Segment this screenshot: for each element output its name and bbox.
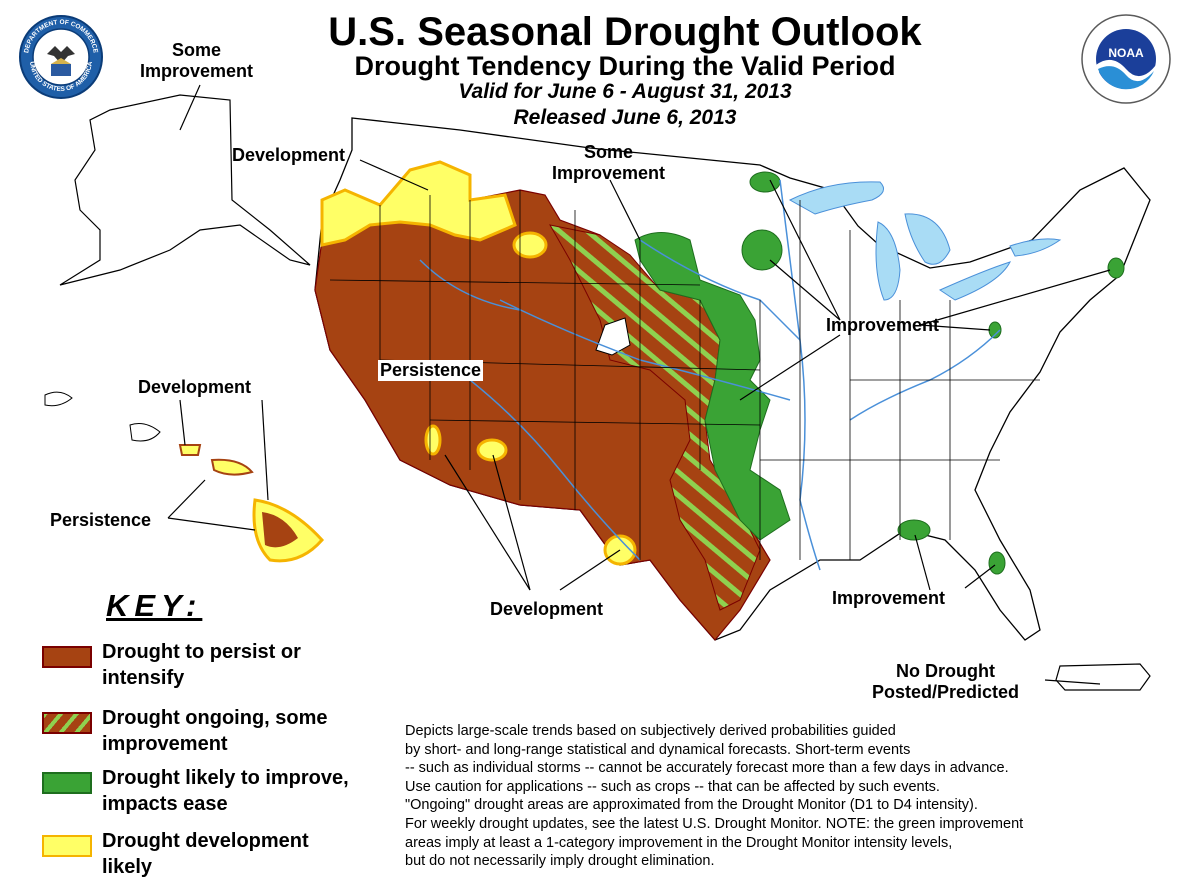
- label-arrows: [167, 84, 1111, 685]
- lake-erie: [938, 261, 1011, 301]
- plains-some-improvement-label: Some Improvement: [552, 142, 666, 183]
- alaska-improvement-label: Some Improvement: [140, 40, 254, 81]
- development-ut: [512, 231, 548, 259]
- key-swatch-ongoing: [42, 712, 92, 734]
- improvement-ia: [741, 229, 783, 271]
- hawaii-persistence-label: Persistence: [50, 510, 152, 530]
- nw-development-label: Development: [232, 145, 346, 165]
- puerto-rico-outline: [1055, 663, 1151, 691]
- improvement-mn: [749, 171, 781, 193]
- key-swatch-improve: [42, 772, 92, 794]
- valid-period: Valid for June 6 - August 31, 2013: [458, 80, 792, 103]
- improvement-fl: [988, 551, 1006, 575]
- map-subtitle: Drought Tendency During the Valid Period: [354, 51, 896, 81]
- no-drought-label: No Drought Posted/Predicted: [872, 661, 1020, 702]
- noaa-logo-text: NOAA: [1108, 46, 1144, 60]
- lake-ontario: [1009, 238, 1062, 257]
- sw-development-label: Development: [490, 599, 604, 619]
- release-date: Released June 6, 2013: [513, 106, 737, 129]
- persistence-west-label: Persistence: [378, 360, 484, 381]
- noaa-logo: NOAA: [1081, 14, 1171, 104]
- commerce-seal-ring-text: DEPARTMENT OF COMMERCE UNITED STATES OF …: [23, 19, 99, 93]
- svg-text:DEPARTMENT OF COMMERCE: DEPARTMENT OF COMMERCE: [23, 19, 99, 54]
- development-northwest: [320, 160, 517, 247]
- key-title: KEY:: [106, 588, 203, 623]
- improvement-midwest-label: Improvement: [826, 315, 940, 335]
- map-title: U.S. Seasonal Drought Outlook: [328, 10, 922, 54]
- svg-text:UNITED STATES OF AMERICA: UNITED STATES OF AMERICA: [28, 61, 94, 93]
- lake-superior: [788, 181, 885, 215]
- key-swatch-persist: [42, 646, 92, 668]
- lake-michigan: [875, 221, 901, 301]
- improvement-gulf: [897, 519, 931, 541]
- hawaii-islands: [44, 391, 325, 563]
- lake-huron: [904, 213, 951, 265]
- outlook-description: Depicts large-scale trends based on subj…: [405, 723, 1024, 870]
- development-az-west: [424, 424, 442, 456]
- alaska-outline: [59, 94, 311, 286]
- key-swatch-develop: [42, 835, 92, 857]
- improvement-ne: [1107, 257, 1125, 279]
- improvement-south-label: Improvement: [832, 588, 946, 608]
- commerce-seal-logo: [19, 15, 103, 99]
- development-az: [476, 438, 508, 462]
- hawaii-development-label: Development: [138, 377, 252, 397]
